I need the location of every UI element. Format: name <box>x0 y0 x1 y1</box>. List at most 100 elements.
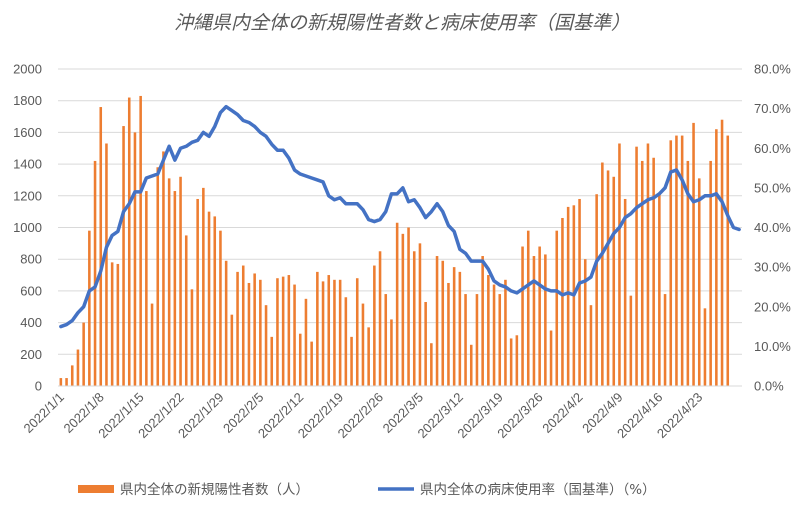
bar <box>156 167 160 386</box>
y-left-tick-label: 0 <box>35 379 42 394</box>
bar <box>447 282 450 386</box>
bar <box>224 260 228 386</box>
bar <box>390 319 393 386</box>
bar <box>59 378 63 386</box>
bar <box>703 308 707 386</box>
y-right-tick-label: 40.0% <box>754 220 791 235</box>
bar <box>635 146 638 386</box>
bar <box>190 289 194 386</box>
bar <box>367 327 370 386</box>
bar <box>595 194 598 386</box>
bar <box>241 265 245 386</box>
bar <box>355 278 359 386</box>
bar <box>709 160 712 386</box>
bar <box>127 97 131 386</box>
gridlines <box>58 68 742 355</box>
y-left-tick-label: 600 <box>20 283 42 298</box>
bar <box>196 198 199 386</box>
bar <box>150 303 154 386</box>
bar <box>281 276 285 386</box>
legend: 県内全体の新規陽性者数（人） 県内全体の病床使用率（国基準）（%） <box>78 481 656 498</box>
bar <box>264 305 268 386</box>
bar <box>304 298 308 386</box>
bar <box>675 135 678 386</box>
y-left-tick-label: 1400 <box>13 157 42 172</box>
bar <box>612 176 616 386</box>
bar <box>122 126 125 386</box>
bar <box>116 263 120 386</box>
bar <box>435 256 439 386</box>
bar <box>276 278 279 386</box>
bar <box>652 157 655 386</box>
bar <box>230 314 234 386</box>
bar <box>697 178 701 386</box>
bar-series <box>59 95 730 387</box>
bar <box>270 336 274 386</box>
bar <box>629 295 633 386</box>
bar <box>236 271 239 386</box>
bar <box>373 265 376 386</box>
bar <box>219 230 222 386</box>
bar <box>538 246 541 386</box>
bar <box>344 297 348 386</box>
y-right-tick-label: 20.0% <box>754 299 791 314</box>
bar <box>452 267 456 386</box>
bar <box>310 341 313 386</box>
bar <box>88 230 91 386</box>
bar <box>162 151 165 386</box>
bar <box>401 233 405 386</box>
bar <box>333 279 336 386</box>
bar <box>526 230 530 386</box>
bar <box>110 262 114 386</box>
bar <box>321 281 325 386</box>
bar <box>361 303 365 386</box>
bar <box>287 275 291 386</box>
y-axis-left: 0 200 400 600 800 1000 1200 1400 1600 1800 2000 <box>13 62 42 394</box>
bar <box>680 135 684 386</box>
bar <box>481 256 484 386</box>
y-right-tick-label: 0.0% <box>754 379 784 394</box>
bar <box>139 95 142 386</box>
bar <box>247 282 251 386</box>
y-right-tick-label: 80.0% <box>754 62 791 77</box>
y-right-tick-label: 10.0% <box>754 339 791 354</box>
bar <box>469 344 473 386</box>
x-tick-label: 2022/1/1 <box>21 390 67 436</box>
bar <box>207 211 211 386</box>
legend-bar-label: 県内全体の新規陽性者数（人） <box>120 481 309 498</box>
bar <box>133 132 137 386</box>
bar <box>145 191 148 386</box>
bar <box>618 143 621 386</box>
chart-title: 沖縄県内全体の新規陽性者数と病床使用率（国基準） <box>174 12 630 34</box>
bar <box>475 294 479 386</box>
y-left-tick-label: 1800 <box>13 93 42 108</box>
bar <box>407 227 410 386</box>
bar <box>213 216 217 386</box>
bar <box>418 243 422 386</box>
bar <box>327 275 331 386</box>
y-axis-right: 0.0% 10.0% 20.0% 30.0% 40.0% 50.0% 60.0% 70.0% 8… <box>754 62 791 394</box>
bar <box>184 235 188 386</box>
bar <box>515 335 519 386</box>
bar <box>93 160 97 386</box>
y-left-tick-label: 1600 <box>13 125 42 140</box>
y-left-tick-label: 400 <box>20 315 42 330</box>
bar <box>350 336 353 386</box>
bar <box>583 259 587 386</box>
bar <box>521 246 524 386</box>
bar <box>167 178 171 386</box>
bar <box>384 294 388 386</box>
bar <box>692 122 695 386</box>
line-series-bed-usage <box>59 104 741 329</box>
y-right-tick-label: 50.0% <box>754 180 791 195</box>
bar <box>561 217 564 386</box>
bar <box>253 273 256 386</box>
bar <box>726 135 730 386</box>
x-axis-ticks: 2022/1/12022/1/82022/1/152022/1/222022/1… <box>21 390 706 442</box>
y-left-tick-label: 1200 <box>13 188 42 203</box>
bar <box>566 206 570 386</box>
bar <box>555 230 559 386</box>
bar <box>430 343 433 386</box>
bar <box>606 170 610 386</box>
y-left-tick-label: 1000 <box>13 220 42 235</box>
